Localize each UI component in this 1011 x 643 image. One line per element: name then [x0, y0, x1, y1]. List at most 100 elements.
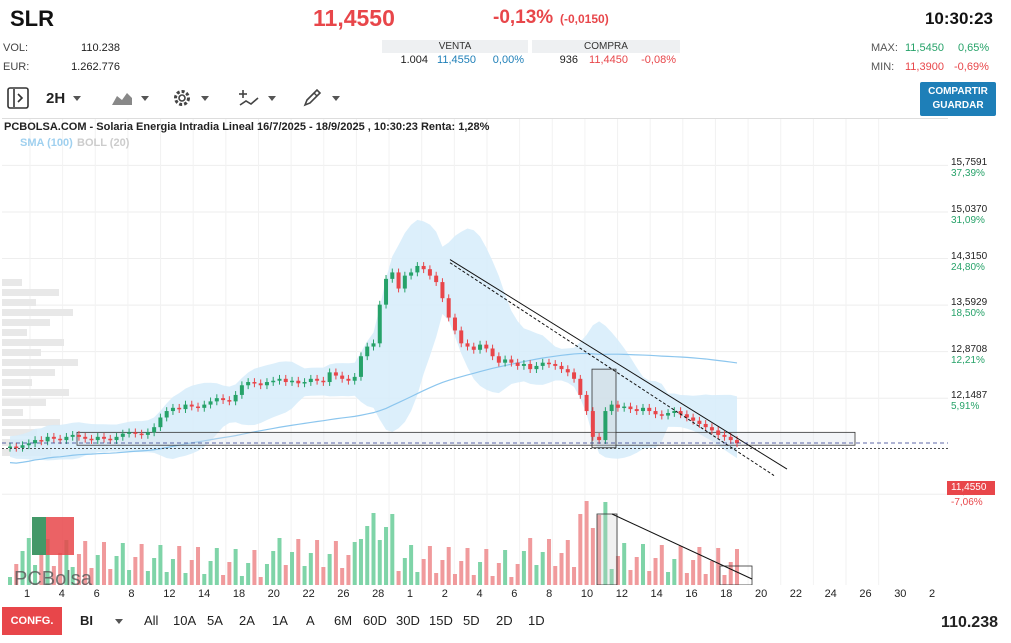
y-tick-percent: 24,80% — [951, 261, 985, 273]
candle-body — [233, 394, 238, 402]
chart-area[interactable]: PCBolsa — [2, 118, 948, 585]
volume-bar — [177, 546, 182, 585]
candle-body — [496, 356, 501, 363]
candle-body — [327, 372, 332, 383]
candle-body — [14, 446, 19, 449]
indicators-dropdown[interactable] — [238, 86, 276, 110]
volume-trendline — [611, 513, 753, 580]
volume-bar — [145, 571, 150, 585]
candle-body — [640, 407, 645, 412]
period-5a[interactable]: 5A — [207, 613, 223, 628]
candle-body — [590, 411, 595, 437]
chart-type-dropdown[interactable] — [111, 86, 149, 110]
volume-bar — [271, 551, 276, 585]
mode-dropdown[interactable]: BI — [80, 613, 123, 628]
period-2a[interactable]: 2A — [239, 613, 255, 628]
volume-bar — [490, 576, 495, 585]
volume-bar — [45, 539, 50, 585]
chart-title: PCBOLSA.COM - Solaria Energia Intradia L… — [4, 121, 490, 133]
candle-body — [509, 359, 514, 363]
settings-dropdown[interactable] — [171, 86, 209, 110]
candle-body — [227, 400, 232, 402]
candle-body — [189, 404, 194, 407]
volume-bar — [108, 569, 113, 585]
candle-body — [578, 378, 583, 395]
volume-bar — [39, 552, 44, 585]
config-button[interactable]: CONFG. — [2, 607, 62, 635]
period-all[interactable]: All — [144, 613, 159, 628]
chevron-down-icon — [201, 95, 209, 101]
period-1d[interactable]: 1D — [528, 613, 545, 628]
candle-body — [183, 404, 188, 410]
candle-body — [597, 436, 602, 441]
volume-profile-bar — [2, 389, 69, 396]
change-percent: -0,13% — [493, 7, 554, 28]
candle-body — [703, 423, 708, 428]
area-chart-icon — [112, 93, 132, 105]
volume-bar — [83, 541, 88, 585]
period-5d[interactable]: 5D — [463, 613, 480, 628]
x-tick-label: 20 — [754, 588, 768, 600]
min-label: MIN: — [871, 61, 895, 73]
share-save-button[interactable]: COMPARTIR GUARDAR — [920, 82, 996, 116]
x-tick-label: 26 — [859, 588, 872, 600]
volume-bar — [51, 566, 56, 585]
drawing-tools-dropdown[interactable] — [302, 86, 340, 110]
sidebar-toggle-button[interactable] — [6, 86, 30, 110]
y-tick-label: 13,5929 — [951, 297, 988, 309]
volume-bar — [139, 544, 144, 585]
candle-body — [358, 356, 363, 377]
sma-indicator-label[interactable]: SMA (100) — [20, 137, 73, 149]
volume-bar — [89, 568, 94, 585]
candle-body — [102, 436, 107, 439]
buy-quantity: 936 — [559, 54, 578, 66]
volume-profile-bar — [2, 339, 64, 346]
volume-bar — [478, 562, 483, 585]
x-tick-label: 28 — [372, 588, 385, 600]
volume-bar — [559, 553, 564, 585]
candle-body — [565, 369, 570, 373]
period-15d[interactable]: 15D — [429, 613, 453, 628]
candle-body — [559, 365, 564, 370]
volume-profile-bar — [2, 399, 46, 406]
volume-highlight-box — [596, 513, 618, 585]
x-tick-label: 8 — [128, 588, 135, 600]
volume-bar — [722, 575, 727, 585]
x-tick-label: 1 — [406, 588, 413, 600]
period-1a[interactable]: 1A — [272, 613, 288, 628]
period-6m[interactable]: 6M — [334, 613, 353, 628]
period-60d[interactable]: 60D — [363, 613, 387, 628]
period-10a[interactable]: 10A — [173, 613, 197, 628]
y-tick-label: 15,0370 — [951, 203, 988, 215]
trendline-main — [449, 259, 788, 470]
candle-body — [177, 407, 182, 410]
candle-body — [546, 362, 551, 365]
volume-bar — [315, 540, 320, 585]
volume-bar — [609, 569, 614, 585]
volume-bar — [471, 575, 476, 585]
x-tick-label: 4 — [476, 588, 483, 600]
interval-dropdown[interactable]: 2H — [46, 86, 82, 110]
candle-body — [440, 282, 445, 299]
volume-bar — [484, 549, 489, 585]
volume-bar — [728, 562, 733, 585]
volume-bar — [565, 540, 570, 585]
period-30d[interactable]: 30D — [396, 613, 420, 628]
x-tick-label: 8 — [546, 588, 553, 600]
period-2d[interactable]: 2D — [496, 613, 513, 628]
volume-bar — [340, 568, 345, 585]
volume-bar — [553, 566, 558, 585]
bollinger-indicator-label[interactable]: BOLL (20) — [77, 137, 130, 149]
volume-bar — [509, 577, 514, 585]
candle-body — [164, 411, 169, 418]
candle-body — [152, 427, 157, 433]
mode-label: BI — [80, 613, 93, 628]
candle-body — [666, 412, 671, 416]
candle-body — [246, 382, 251, 386]
period-a[interactable]: A — [306, 613, 315, 628]
x-tick-label: 14 — [650, 588, 663, 600]
candle-body — [634, 409, 639, 412]
y-tick-label: 15,7591 — [951, 157, 988, 169]
candle-body — [39, 440, 44, 442]
candle-body — [346, 378, 351, 381]
